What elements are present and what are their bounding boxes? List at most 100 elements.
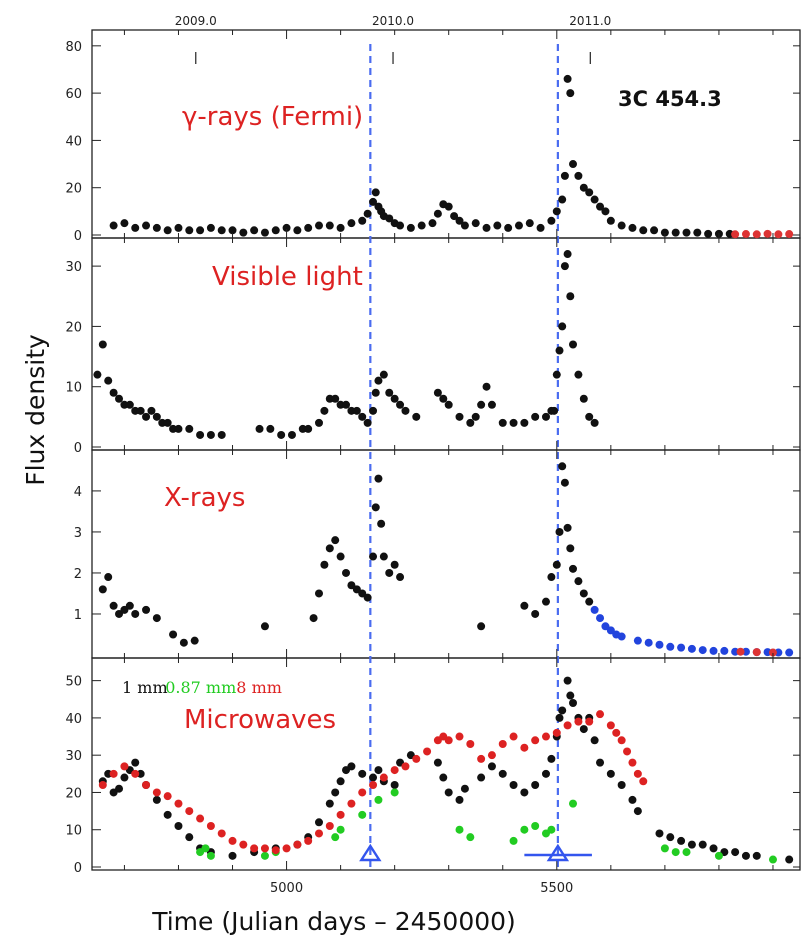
data-point [752, 230, 761, 239]
data-point [558, 462, 567, 471]
data-point [444, 400, 453, 409]
data-point [687, 840, 696, 849]
data-point [104, 573, 113, 582]
data-point [152, 614, 161, 623]
data-point [379, 552, 388, 561]
data-point [531, 412, 540, 421]
data-point [347, 799, 356, 808]
data-point [574, 370, 583, 379]
data-point [541, 732, 550, 741]
data-point [563, 250, 572, 259]
data-point [650, 226, 659, 235]
data-point [660, 228, 669, 237]
data-point [325, 221, 334, 230]
data-point [677, 836, 686, 845]
data-point [369, 781, 378, 789]
data-point [293, 840, 302, 849]
data-point [412, 754, 421, 763]
data-point [477, 400, 486, 409]
panel-frame [91, 237, 801, 451]
data-point [109, 769, 118, 778]
data-point [120, 762, 129, 771]
data-point [347, 762, 356, 771]
y-tick-label: 2 [74, 567, 82, 582]
data-point [596, 202, 605, 211]
data-point [698, 646, 707, 655]
data-point [736, 647, 745, 656]
data-point [471, 412, 480, 421]
data-point [169, 630, 178, 639]
data-point [109, 388, 118, 397]
data-point [520, 418, 529, 427]
data-point [558, 706, 567, 715]
data-point [196, 814, 205, 823]
axis-ticks: 2009.0 2010.0 2011.00204060800102030123401… [65, 14, 800, 896]
data-point [185, 424, 194, 433]
data-point [336, 552, 345, 561]
data-point [639, 777, 648, 786]
data-point [477, 773, 486, 782]
data-point [358, 216, 367, 225]
data-point [320, 406, 329, 415]
data-point [547, 216, 556, 225]
data-point [385, 214, 394, 223]
data-point [371, 188, 380, 197]
data-point [774, 230, 783, 239]
data-point [239, 840, 248, 849]
data-point [282, 223, 291, 232]
data-point [201, 844, 210, 853]
data-point [342, 400, 351, 409]
data-point [131, 769, 140, 778]
data-point [325, 544, 334, 553]
data-point [98, 585, 107, 594]
data-point [444, 736, 453, 745]
data-point [466, 833, 475, 842]
data-point [585, 412, 594, 421]
data-point [120, 773, 129, 782]
data-point [466, 740, 475, 748]
data-point [687, 644, 696, 653]
data-point [142, 221, 151, 230]
data-point [260, 228, 269, 237]
data-point [585, 188, 594, 197]
data-point [331, 833, 340, 842]
data-point [406, 223, 415, 232]
y-tick-label: 4 [74, 485, 82, 500]
data-point [379, 773, 388, 782]
data-point [115, 394, 124, 403]
data-point [569, 160, 578, 169]
x-axis-title: Time (Julian days – 2450000) [151, 907, 516, 936]
data-point [255, 424, 264, 433]
data-point [120, 219, 129, 228]
data-point [460, 221, 469, 230]
data-point [514, 221, 523, 230]
data-point [433, 209, 442, 218]
data-point [152, 223, 161, 232]
data-point [363, 593, 372, 602]
data-point [444, 202, 453, 211]
data-point [555, 346, 564, 355]
data-point [606, 216, 615, 225]
event-triangle-marker [546, 843, 570, 862]
data-point [520, 743, 529, 752]
data-point [390, 788, 399, 797]
data-point [560, 478, 569, 487]
data-point [493, 221, 502, 230]
y-tick-label: 20 [65, 182, 82, 197]
data-point [574, 717, 583, 726]
y-tick-label: 80 [65, 40, 82, 55]
data-point [196, 430, 205, 439]
data-point [352, 585, 361, 594]
data-point [504, 223, 513, 232]
y-tick-label: 3 [74, 526, 82, 541]
data-point [741, 230, 750, 239]
event-triangle-marker [359, 843, 382, 862]
data-point [185, 833, 194, 842]
data-point [596, 758, 605, 767]
data-point [396, 221, 405, 230]
data-point [547, 754, 556, 763]
data-point [358, 810, 367, 819]
data-point [125, 400, 134, 409]
data-point [309, 614, 318, 623]
